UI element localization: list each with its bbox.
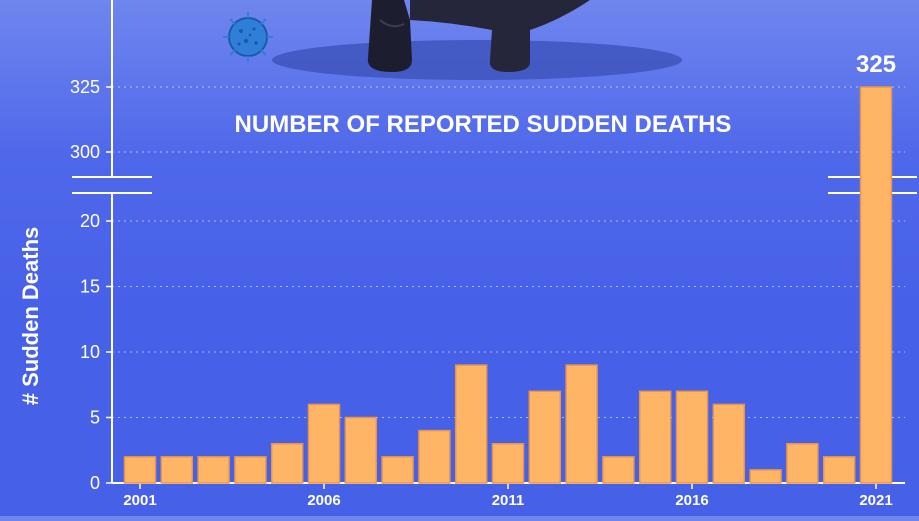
annotation-325: 325 — [856, 51, 896, 78]
bar-2021 — [859, 86, 893, 484]
bar-2006 — [307, 403, 341, 484]
tick-labels: 0 5 10 15 20 300 325 2001 2006 2011 2016 2021 — [70, 77, 893, 509]
bar-2017 — [712, 403, 746, 484]
bar-2014 — [602, 456, 635, 484]
bar-2011 — [491, 442, 525, 484]
bar-2001 — [123, 456, 157, 484]
bar-2016 — [675, 390, 709, 484]
bar-2010 — [454, 364, 488, 484]
y-tick-label: 10 — [80, 342, 100, 362]
y-axis-label: # Sudden Deaths — [18, 227, 43, 405]
y-tick-label: 5 — [90, 408, 100, 428]
y-tick-label: 0 — [90, 473, 100, 493]
chart-title: NUMBER OF REPORTED SUDDEN DEATHS — [235, 111, 732, 138]
x-tick-label: 2001 — [123, 492, 156, 509]
bar-2009 — [418, 429, 451, 484]
person-silhouette-icon — [272, 0, 682, 80]
bar-2019 — [786, 442, 819, 484]
bar-2020 — [822, 456, 856, 484]
bar-2005 — [270, 442, 304, 484]
bar-2018 — [749, 469, 782, 484]
x-tick-label: 2006 — [307, 492, 340, 509]
bar-2012 — [528, 390, 562, 484]
y-tick-label: 300 — [70, 142, 100, 162]
bars — [123, 86, 893, 484]
virus-icon — [223, 12, 273, 62]
bar-2004 — [234, 456, 267, 484]
y-tick-label: 15 — [80, 277, 100, 297]
bar-2013 — [565, 364, 598, 484]
x-tick-label: 2021 — [859, 492, 892, 509]
bar-2002 — [160, 456, 194, 484]
bar-2003 — [197, 456, 230, 484]
x-tick-label: 2011 — [492, 492, 525, 509]
grid-lines — [112, 86, 905, 418]
bar-2015 — [638, 390, 672, 484]
x-tick-label: 2016 — [675, 492, 708, 509]
bar-2007 — [344, 416, 378, 484]
y-tick-label: 325 — [70, 77, 100, 97]
y-tick-label: 20 — [80, 211, 100, 231]
bar-2008 — [381, 456, 414, 484]
